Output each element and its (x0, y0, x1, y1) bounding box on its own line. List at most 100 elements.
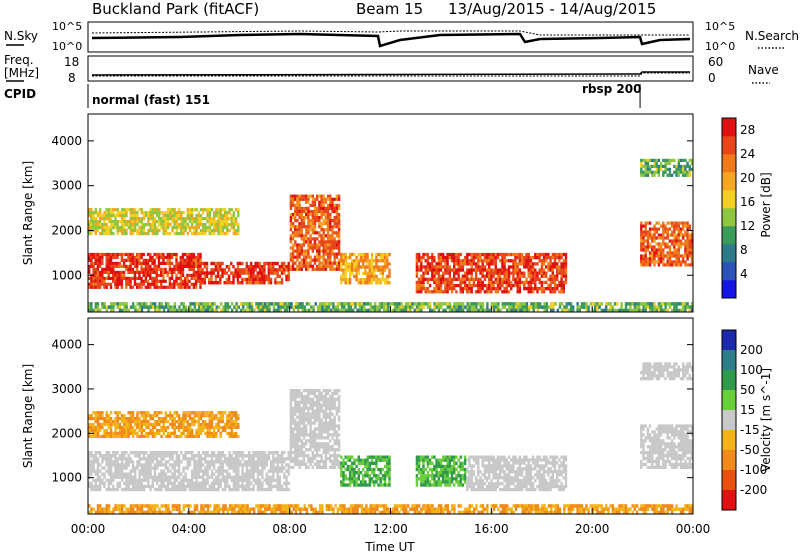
echo-cell (125, 211, 128, 215)
echo-cell (118, 466, 122, 470)
echo-cell (505, 268, 508, 272)
echo-cell (123, 223, 126, 227)
echo-cell (560, 274, 563, 278)
echo-cell (291, 264, 295, 268)
echo-cell (162, 261, 165, 265)
echo-cell (673, 221, 676, 225)
echo-cell (545, 305, 548, 309)
echo-cell (594, 305, 597, 309)
echo-cell (309, 222, 312, 226)
echo-cell (156, 305, 159, 309)
echo-cell (679, 245, 683, 249)
echo-cell (169, 475, 172, 479)
echo-cell (415, 265, 419, 269)
echo-cell (324, 430, 328, 434)
echo-cell (560, 262, 563, 266)
echo-cell (553, 283, 557, 288)
echo-cell (131, 475, 135, 479)
echo-cell (404, 302, 408, 306)
echo-cell (171, 214, 174, 218)
echo-cell (506, 302, 509, 306)
echo-cell (302, 427, 306, 431)
echo-cell (662, 239, 665, 243)
echo-cell (120, 264, 124, 268)
echo-cell (640, 173, 643, 177)
echo-cell (316, 448, 319, 452)
echo-cell (116, 223, 119, 227)
echo-cell (230, 271, 233, 275)
echo-cell (383, 268, 387, 272)
echo-cell (232, 478, 236, 482)
echo-cell (248, 472, 251, 476)
echo-cell (564, 256, 568, 260)
echo-cell (296, 225, 299, 229)
echo-cell (311, 389, 314, 393)
echo-cell (334, 308, 337, 313)
echo-cell (488, 280, 491, 285)
echo-cell (320, 249, 323, 253)
echo-cell (154, 302, 157, 306)
echo-cell (309, 255, 312, 259)
echo-cell (378, 302, 381, 306)
echo-cell (326, 424, 330, 428)
echo-cell (239, 460, 242, 464)
echo-cell (553, 262, 557, 266)
echo-cell (129, 475, 132, 479)
echo-cell (116, 463, 119, 467)
echo-cell (153, 267, 156, 271)
echo-cell (684, 260, 687, 264)
echo-cell (170, 282, 174, 286)
echo-cell (134, 466, 137, 470)
echo-cell (549, 262, 552, 266)
nsearch-tick-top: 10^5 (705, 20, 735, 33)
echo-cell (131, 261, 134, 265)
echo-cell (268, 302, 271, 306)
echo-cell (424, 290, 427, 294)
echo-cell (646, 164, 650, 168)
echo-cell (256, 481, 260, 485)
echo-cell (144, 270, 148, 274)
echo-cell (300, 454, 303, 458)
echo-cell (296, 430, 299, 434)
echo-cell (564, 271, 568, 275)
echo-cell (335, 234, 339, 238)
echo-cell (294, 231, 297, 235)
echo-cell (483, 268, 487, 272)
echo-cell (219, 208, 222, 212)
echo-cell (296, 252, 299, 256)
echo-cell (265, 274, 268, 278)
echo-cell (322, 246, 325, 250)
echo-cell (155, 270, 158, 274)
echo-cell (180, 481, 183, 485)
echo-cell (157, 267, 161, 271)
echo-cell (679, 242, 683, 246)
echo-cell (294, 249, 297, 253)
echo-cell (107, 252, 110, 257)
echo-cell (305, 397, 308, 401)
echo-cell (426, 259, 430, 263)
echo-cell (413, 302, 416, 306)
echo-cell (294, 412, 297, 416)
echo-cell (241, 457, 244, 461)
echo-cell (184, 451, 187, 455)
echo-cell (261, 469, 264, 473)
echo-cell (186, 276, 189, 280)
echo-cell (264, 302, 267, 306)
echo-cell (158, 223, 161, 227)
echo-cell (313, 439, 317, 443)
echo-cell (118, 273, 121, 277)
echo-cell (232, 277, 235, 282)
echo-cell (116, 282, 119, 286)
echo-cell (252, 454, 255, 458)
echo-cell (479, 256, 482, 260)
echo-cell (302, 261, 306, 265)
echo-cell (274, 469, 277, 473)
echo-cell (677, 236, 680, 240)
echo-cell (688, 170, 691, 174)
echo-cell (305, 209, 308, 214)
echo-cell (329, 406, 332, 410)
echo-cell (217, 232, 220, 236)
echo-cell (494, 280, 497, 285)
echo-cell (320, 465, 323, 469)
echo-cell (232, 460, 236, 464)
